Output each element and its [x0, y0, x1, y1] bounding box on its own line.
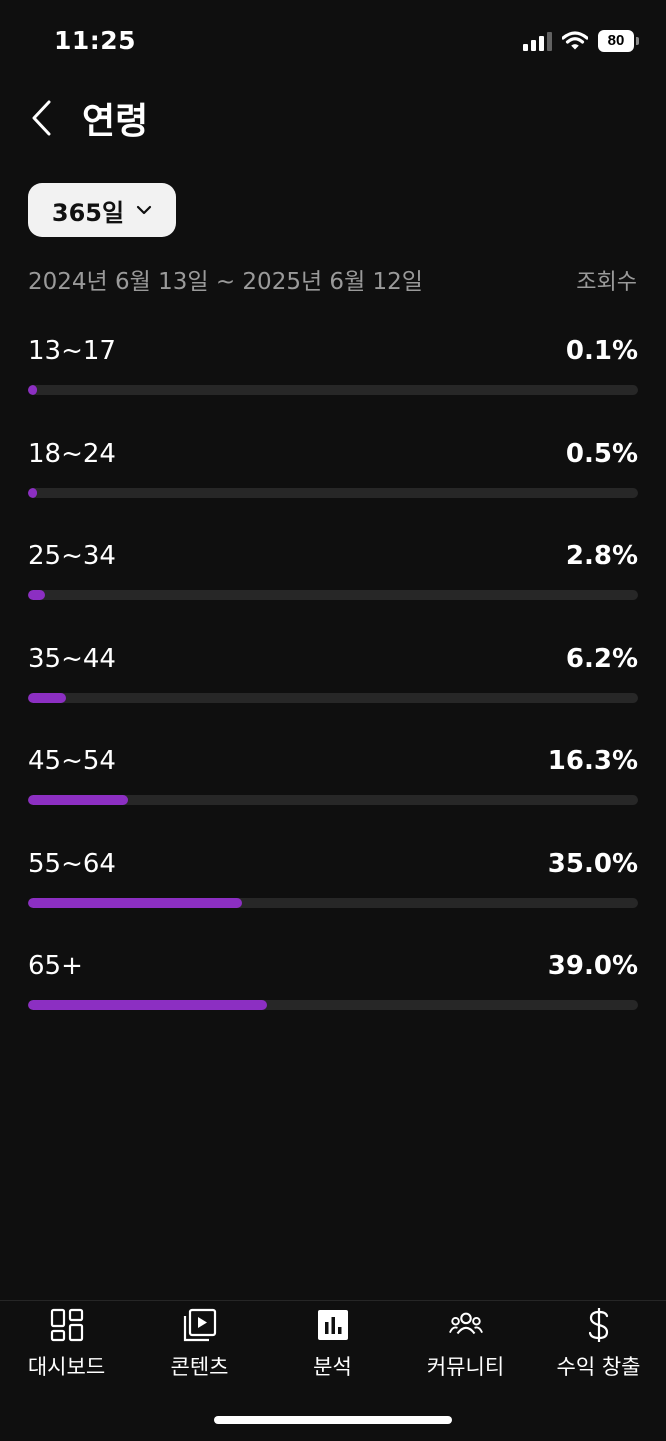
age-row: 55~64 35.0% — [28, 845, 638, 948]
age-bar-track — [28, 897, 638, 908]
nav-analytics[interactable]: 분석 — [266, 1307, 399, 1391]
age-bar-fill — [28, 385, 37, 395]
content-icon — [182, 1307, 218, 1343]
age-percent: 6.2% — [565, 643, 638, 674]
age-row: 18~24 0.5% — [28, 435, 638, 538]
age-bar-track — [28, 487, 638, 498]
chevron-left-icon — [32, 100, 51, 136]
age-bar-fill — [28, 590, 46, 600]
age-label: 13~17 — [28, 336, 116, 366]
age-percent: 2.8% — [565, 541, 638, 571]
dollar-icon — [581, 1307, 617, 1343]
age-label: 18~24 — [28, 438, 116, 469]
age-bar-track — [28, 590, 638, 600]
age-label: 35~44 — [28, 643, 116, 674]
age-row: 13~17 0.1% — [28, 332, 638, 435]
age-bar-track — [28, 1000, 638, 1010]
nav-community[interactable]: 커뮤니티 — [399, 1307, 532, 1391]
dashboard-icon — [49, 1307, 85, 1343]
age-row: 65+ 39.0% — [28, 947, 638, 1050]
back-button[interactable] — [22, 96, 62, 140]
analytics-icon — [315, 1307, 351, 1343]
period-dropdown[interactable]: 365일 — [28, 183, 176, 237]
home-indicator[interactable] — [214, 1416, 452, 1424]
age-bar-fill — [28, 897, 243, 908]
nav-content[interactable]: 콘텐츠 — [133, 1307, 266, 1391]
age-bar-track — [28, 692, 638, 703]
wifi-icon — [562, 31, 588, 50]
age-percent: 0.1% — [565, 336, 638, 366]
age-row: 35~44 6.2% — [28, 640, 638, 743]
age-row: 45~54 16.3% — [28, 742, 638, 845]
nav-label: 콘텐츠 — [170, 1355, 229, 1379]
chevron-down-icon — [136, 205, 152, 215]
age-percent: 39.0% — [547, 951, 638, 981]
age-bar-fill — [28, 692, 66, 703]
age-percent: 0.5% — [565, 438, 638, 469]
age-percent: 35.0% — [547, 848, 638, 879]
nav-label: 수익 창출 — [556, 1355, 641, 1379]
age-bar-track — [28, 795, 638, 805]
status-icons: 80 — [523, 30, 639, 52]
age-row: 25~34 2.8% — [28, 537, 638, 640]
age-bar-fill — [28, 487, 37, 498]
signal-icon — [523, 31, 552, 51]
age-label: 55~64 — [28, 848, 116, 879]
nav-label: 커뮤니티 — [426, 1355, 505, 1379]
period-label: 365일 — [51, 198, 125, 227]
community-icon — [448, 1307, 484, 1343]
battery-icon: 80 — [598, 30, 639, 52]
age-percent: 16.3% — [547, 746, 638, 776]
age-label: 65+ — [28, 951, 83, 981]
age-bar-fill — [28, 1000, 267, 1010]
date-range: 2024년 6월 13일 ~ 2025년 6월 12일 — [28, 269, 423, 295]
age-label: 25~34 — [28, 541, 116, 571]
age-bar-fill — [28, 795, 128, 805]
nav-label: 분석 — [313, 1355, 352, 1379]
nav-monetization[interactable]: 수익 창출 — [532, 1307, 665, 1391]
page-title: 연령 — [82, 101, 149, 142]
status-bar: 11:25 80 — [0, 0, 666, 86]
status-time: 11:25 — [54, 26, 137, 55]
metric-label: 조회수 — [576, 270, 637, 295]
nav-dashboard[interactable]: 대시보드 — [0, 1307, 133, 1391]
age-bar-track — [28, 385, 638, 395]
age-label: 45~54 — [28, 746, 116, 776]
age-distribution-list: 13~17 0.1% 18~24 0.5% 25~34 2.8% 35~44 6… — [28, 332, 638, 1050]
nav-label: 대시보드 — [27, 1355, 106, 1379]
